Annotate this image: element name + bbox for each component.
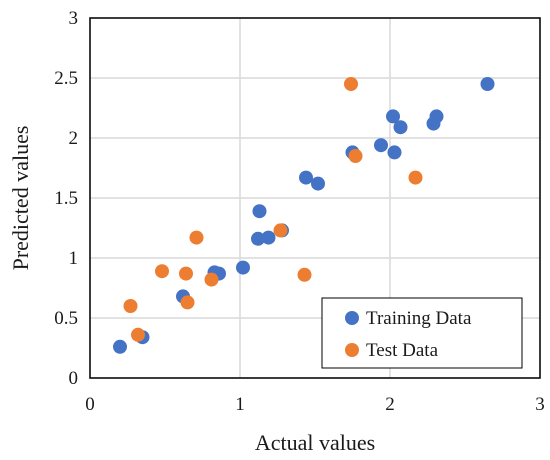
training-data-point [113, 339, 127, 354]
test-data-point [204, 272, 219, 287]
x-tick-label: 0 [85, 394, 95, 415]
y-tick-label: 3 [69, 8, 79, 29]
legend-marker-training [345, 311, 359, 325]
test-data-point [297, 267, 312, 282]
y-tick-label: 2.5 [54, 68, 78, 89]
training-data-point [251, 231, 265, 246]
training-data-point [387, 145, 402, 160]
test-data-point [179, 266, 193, 281]
x-tick-label: 3 [535, 394, 545, 415]
data-points [113, 77, 495, 354]
training-data-point [236, 260, 250, 275]
training-data-point [311, 176, 325, 191]
legend-box [321, 297, 523, 369]
y-tick-label: 1 [69, 248, 79, 269]
x-tick-label: 2 [385, 394, 395, 415]
x-axis-title: Actual values [255, 430, 375, 455]
y-tick-label: 1.5 [54, 188, 78, 209]
training-data-point [480, 77, 495, 91]
y-tick-label: 0 [69, 368, 79, 389]
test-data-point [131, 327, 145, 342]
training-data-point [252, 204, 267, 219]
training-data-point [386, 109, 400, 124]
legend: Training Data Test Data [321, 297, 523, 369]
test-data-point [180, 295, 195, 310]
tick-labels: 0 1 2 3 0 0.5 1 1.5 2 2.5 3 [54, 8, 545, 415]
training-data-point [374, 138, 388, 153]
test-data-point [273, 223, 288, 238]
y-axis-title: Predicted values [8, 126, 33, 271]
legend-marker-test [345, 343, 359, 357]
training-data-point [299, 170, 313, 185]
test-data-point [155, 264, 169, 279]
y-tick-label: 0.5 [54, 308, 78, 329]
test-data-point [408, 170, 423, 185]
test-data-point [123, 299, 138, 313]
test-data-point [348, 149, 363, 163]
plot-area-border [89, 17, 541, 379]
y-tick-label: 2 [69, 128, 79, 149]
test-data-point [189, 230, 204, 245]
legend-label-test: Test Data [366, 340, 439, 361]
training-data-point [393, 120, 408, 135]
x-tick-label: 1 [235, 394, 245, 415]
test-data-point [344, 77, 358, 91]
training-data-point [261, 230, 276, 245]
training-data-point [429, 109, 444, 124]
legend-label-training: Training Data [366, 308, 472, 329]
